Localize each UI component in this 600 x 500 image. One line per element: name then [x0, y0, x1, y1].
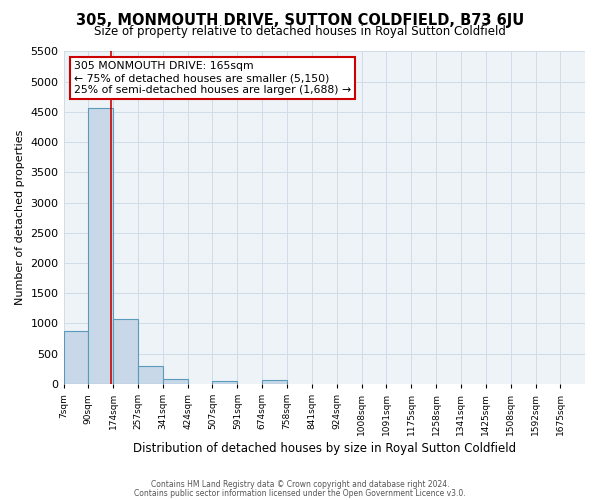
Text: 305 MONMOUTH DRIVE: 165sqm
← 75% of detached houses are smaller (5,150)
25% of s: 305 MONMOUTH DRIVE: 165sqm ← 75% of deta… [74, 62, 351, 94]
X-axis label: Distribution of detached houses by size in Royal Sutton Coldfield: Distribution of detached houses by size … [133, 442, 516, 455]
Bar [113, 319, 138, 384]
Text: Size of property relative to detached houses in Royal Sutton Coldfield: Size of property relative to detached ho… [94, 25, 506, 38]
Text: Contains public sector information licensed under the Open Government Licence v3: Contains public sector information licen… [134, 488, 466, 498]
Bar [163, 379, 188, 384]
Bar [64, 330, 88, 384]
Text: 305, MONMOUTH DRIVE, SUTTON COLDFIELD, B73 6JU: 305, MONMOUTH DRIVE, SUTTON COLDFIELD, B… [76, 12, 524, 28]
Bar [138, 366, 163, 384]
Y-axis label: Number of detached properties: Number of detached properties [15, 130, 25, 306]
Bar [88, 108, 113, 384]
Bar [212, 380, 237, 384]
Bar [262, 380, 287, 384]
Text: Contains HM Land Registry data © Crown copyright and database right 2024.: Contains HM Land Registry data © Crown c… [151, 480, 449, 489]
